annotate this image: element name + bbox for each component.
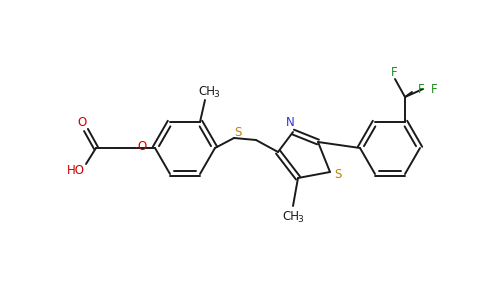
Text: HO: HO [67, 164, 85, 176]
Text: O: O [137, 140, 147, 154]
Text: S: S [234, 127, 242, 140]
Text: CH: CH [198, 85, 215, 98]
Text: CH: CH [283, 209, 300, 223]
Text: S: S [334, 169, 342, 182]
Text: O: O [77, 116, 87, 128]
Text: F: F [431, 82, 438, 95]
Text: 3: 3 [213, 89, 219, 98]
Text: F: F [391, 65, 397, 79]
Text: N: N [286, 116, 294, 130]
Text: F: F [418, 82, 424, 95]
Text: 3: 3 [297, 214, 303, 224]
